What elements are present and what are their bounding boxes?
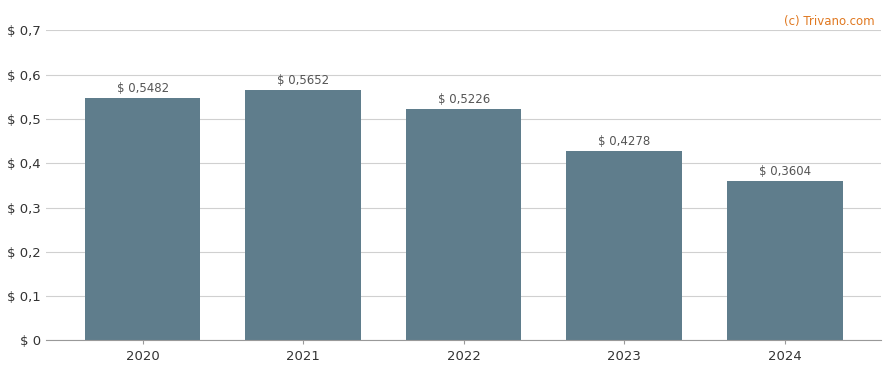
Bar xyxy=(567,151,682,340)
Text: $ 0,5226: $ 0,5226 xyxy=(438,93,490,106)
Bar xyxy=(245,90,361,340)
Bar xyxy=(727,181,843,340)
Text: (c) Trivano.com: (c) Trivano.com xyxy=(784,15,875,28)
Text: $ 0,5482: $ 0,5482 xyxy=(116,81,169,95)
Text: $ 0,5652: $ 0,5652 xyxy=(277,74,329,87)
Bar xyxy=(406,109,521,340)
Text: $ 0,4278: $ 0,4278 xyxy=(598,135,650,148)
Text: $ 0,3604: $ 0,3604 xyxy=(758,165,811,178)
Bar xyxy=(84,98,201,340)
